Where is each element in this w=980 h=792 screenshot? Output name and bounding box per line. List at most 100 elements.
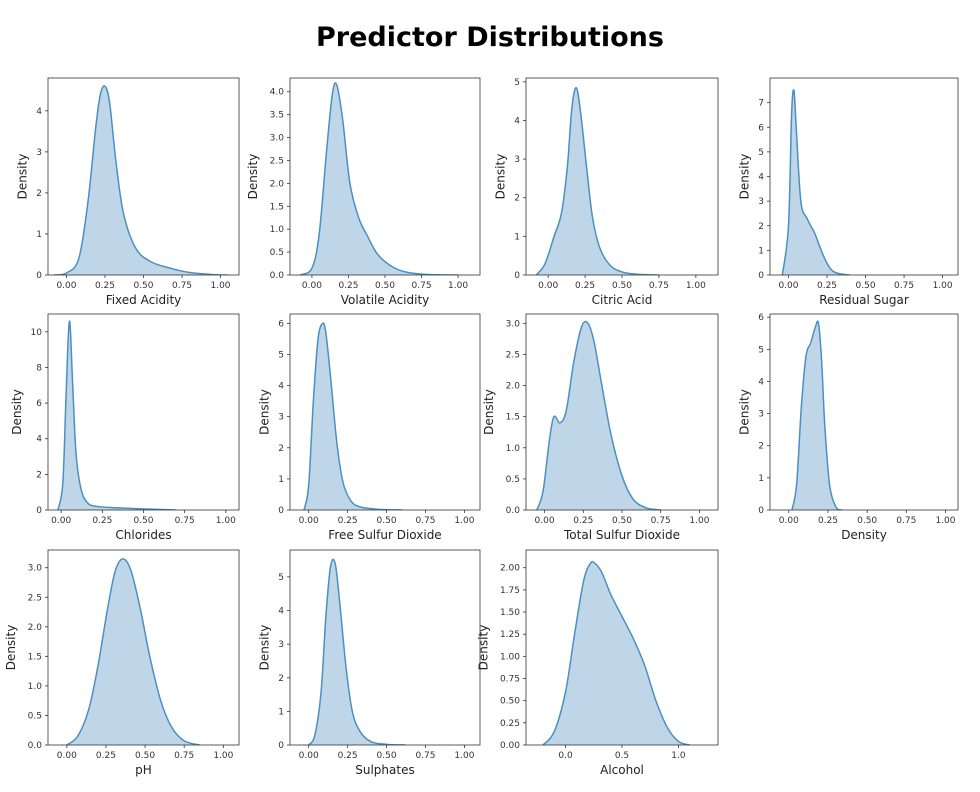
subplot-5: 0.00 0.25 0.50 0.75 1.00 0 2 4 6 8 10 Chlorides Dens…: [10, 313, 240, 542]
y-tick-label: 0: [278, 506, 284, 516]
x-tick-label: 0.50: [135, 751, 155, 761]
y-tick-label: 0: [758, 271, 764, 281]
density-area: [54, 85, 229, 275]
x-tick-label: 0.50: [375, 281, 395, 291]
x-axis-label: Free Sulfur Dioxide: [328, 528, 441, 542]
density-area: [536, 87, 659, 275]
x-tick-label: 0.75: [174, 751, 194, 761]
y-tick-label: 1: [758, 246, 764, 256]
y-tick-label: 0.5: [506, 475, 520, 485]
density-area: [542, 561, 690, 745]
y-axis-label: Density: [737, 389, 751, 435]
density-line: [542, 560, 690, 745]
x-tick-label: 0.75: [415, 516, 435, 526]
x-tick-label: 0.00: [779, 516, 799, 526]
density-area: [300, 82, 459, 275]
y-tick-label: 2: [514, 194, 520, 204]
x-tick-label: 1.00: [210, 281, 230, 291]
y-tick-label: 1: [758, 474, 764, 484]
axes-frame: [769, 313, 959, 511]
y-tick-label: 0.25: [500, 719, 520, 729]
x-tick-label: 0.50: [133, 281, 153, 291]
axes-frame: [47, 549, 240, 746]
axes-frame: [289, 313, 481, 511]
x-tick-label: 1.00: [448, 281, 468, 291]
x-tick-label: 0.5: [615, 751, 629, 761]
density-area: [57, 321, 177, 510]
y-tick-label: 1.50: [500, 608, 520, 618]
x-axis-label: Volatile Acidity: [341, 293, 430, 307]
subplot-4: 0.00 0.25 0.50 0.75 1.00 0 1 2 3 4 5 6 7 Residual Sug…: [737, 77, 959, 307]
x-tick-label: 0.50: [133, 516, 153, 526]
y-tick-label: 4: [278, 382, 284, 392]
x-tick-label: 0.00: [778, 281, 798, 291]
y-tick-label: 3: [278, 640, 284, 650]
y-tick-label: 1: [514, 232, 520, 242]
y-axis-label: Density: [737, 154, 751, 200]
x-tick-label: 0.25: [818, 516, 838, 526]
y-tick-label: 3: [514, 155, 520, 165]
x-axis-label: Fixed Acidity: [106, 293, 182, 307]
density-area: [782, 89, 851, 275]
x-axis-label: Total Sulfur Dioxide: [563, 528, 680, 542]
y-tick-label: 1.5: [506, 413, 520, 423]
density-area: [66, 558, 200, 745]
x-tick-label: 0.25: [338, 751, 358, 761]
y-tick-label: 0.0: [506, 506, 521, 516]
x-tick-label: 1.00: [216, 516, 236, 526]
y-tick-label: 4: [758, 173, 764, 183]
x-tick-label: 0.50: [856, 281, 876, 291]
x-tick-label: 0.75: [894, 281, 914, 291]
y-tick-label: 0.0: [28, 741, 43, 751]
y-tick-label: 5: [278, 573, 284, 583]
figure-title: Predictor Distributions: [316, 22, 664, 53]
y-tick-label: 2: [758, 442, 764, 452]
x-tick-label: 1.00: [933, 281, 953, 291]
x-tick-label: 0.00: [302, 281, 322, 291]
x-tick-label: 1.00: [454, 751, 474, 761]
y-tick-label: 3: [758, 197, 764, 207]
x-tick-label: 0.0: [558, 751, 573, 761]
y-axis-label: Density: [482, 389, 496, 435]
y-tick-label: 5: [514, 78, 520, 88]
x-tick-label: 0.25: [95, 281, 115, 291]
y-tick-label: 6: [278, 319, 284, 329]
axes-frame: [47, 77, 240, 276]
y-tick-label: 2: [36, 470, 42, 480]
subplot-10: 0.00 0.25 0.50 0.75 1.00 0 1 2 3 4 5 Sulphates Densi…: [257, 549, 481, 777]
y-tick-label: 2.5: [506, 350, 520, 360]
density-line: [791, 320, 843, 510]
y-tick-label: 3.0: [28, 564, 43, 574]
axes-frame: [289, 549, 481, 746]
y-tick-label: 1.5: [270, 202, 284, 212]
y-tick-label: 0.00: [500, 741, 520, 751]
x-tick-label: 0.50: [377, 516, 397, 526]
y-tick-label: 6: [758, 123, 764, 133]
x-tick-label: 0.75: [649, 281, 669, 291]
y-tick-label: 3.0: [506, 319, 521, 329]
y-tick-label: 1: [36, 230, 42, 240]
x-tick-label: 0.00: [57, 751, 77, 761]
y-tick-label: 2: [758, 222, 764, 232]
y-axis-label: Density: [493, 154, 507, 200]
y-tick-label: 8: [36, 363, 42, 373]
x-tick-label: 0.25: [92, 516, 112, 526]
y-tick-label: 1.0: [506, 444, 521, 454]
y-tick-label: 1.5: [28, 652, 42, 662]
y-tick-label: 2.0: [270, 179, 285, 189]
y-tick-label: 2.5: [28, 593, 42, 603]
x-axis-label: Citric Acid: [592, 293, 653, 307]
density-line: [57, 320, 177, 510]
density-area: [304, 323, 403, 510]
x-tick-label: 0.75: [172, 281, 192, 291]
y-tick-label: 7: [758, 99, 764, 109]
y-axis-label: Density: [257, 625, 271, 671]
x-tick-label: 1.00: [689, 516, 709, 526]
x-tick-label: 0.00: [56, 281, 76, 291]
density-area: [308, 559, 406, 745]
x-tick-label: 1.00: [213, 751, 233, 761]
density-line: [781, 89, 851, 275]
y-tick-label: 4: [36, 107, 42, 117]
subplot-7: 0.00 0.25 0.50 0.75 1.00 0.0 0.5 1.0 1.5 2.0 2.5 3.…: [482, 313, 719, 542]
x-tick-label: 0.75: [175, 516, 195, 526]
